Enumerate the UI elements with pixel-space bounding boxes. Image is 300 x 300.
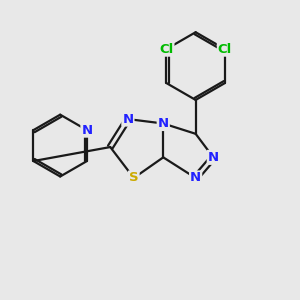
Text: N: N — [190, 172, 201, 184]
Text: S: S — [129, 172, 139, 184]
Text: N: N — [81, 124, 92, 136]
Text: N: N — [158, 117, 169, 130]
Text: N: N — [122, 112, 134, 126]
Text: N: N — [208, 151, 219, 164]
Text: Cl: Cl — [218, 43, 232, 56]
Text: Cl: Cl — [159, 43, 173, 56]
